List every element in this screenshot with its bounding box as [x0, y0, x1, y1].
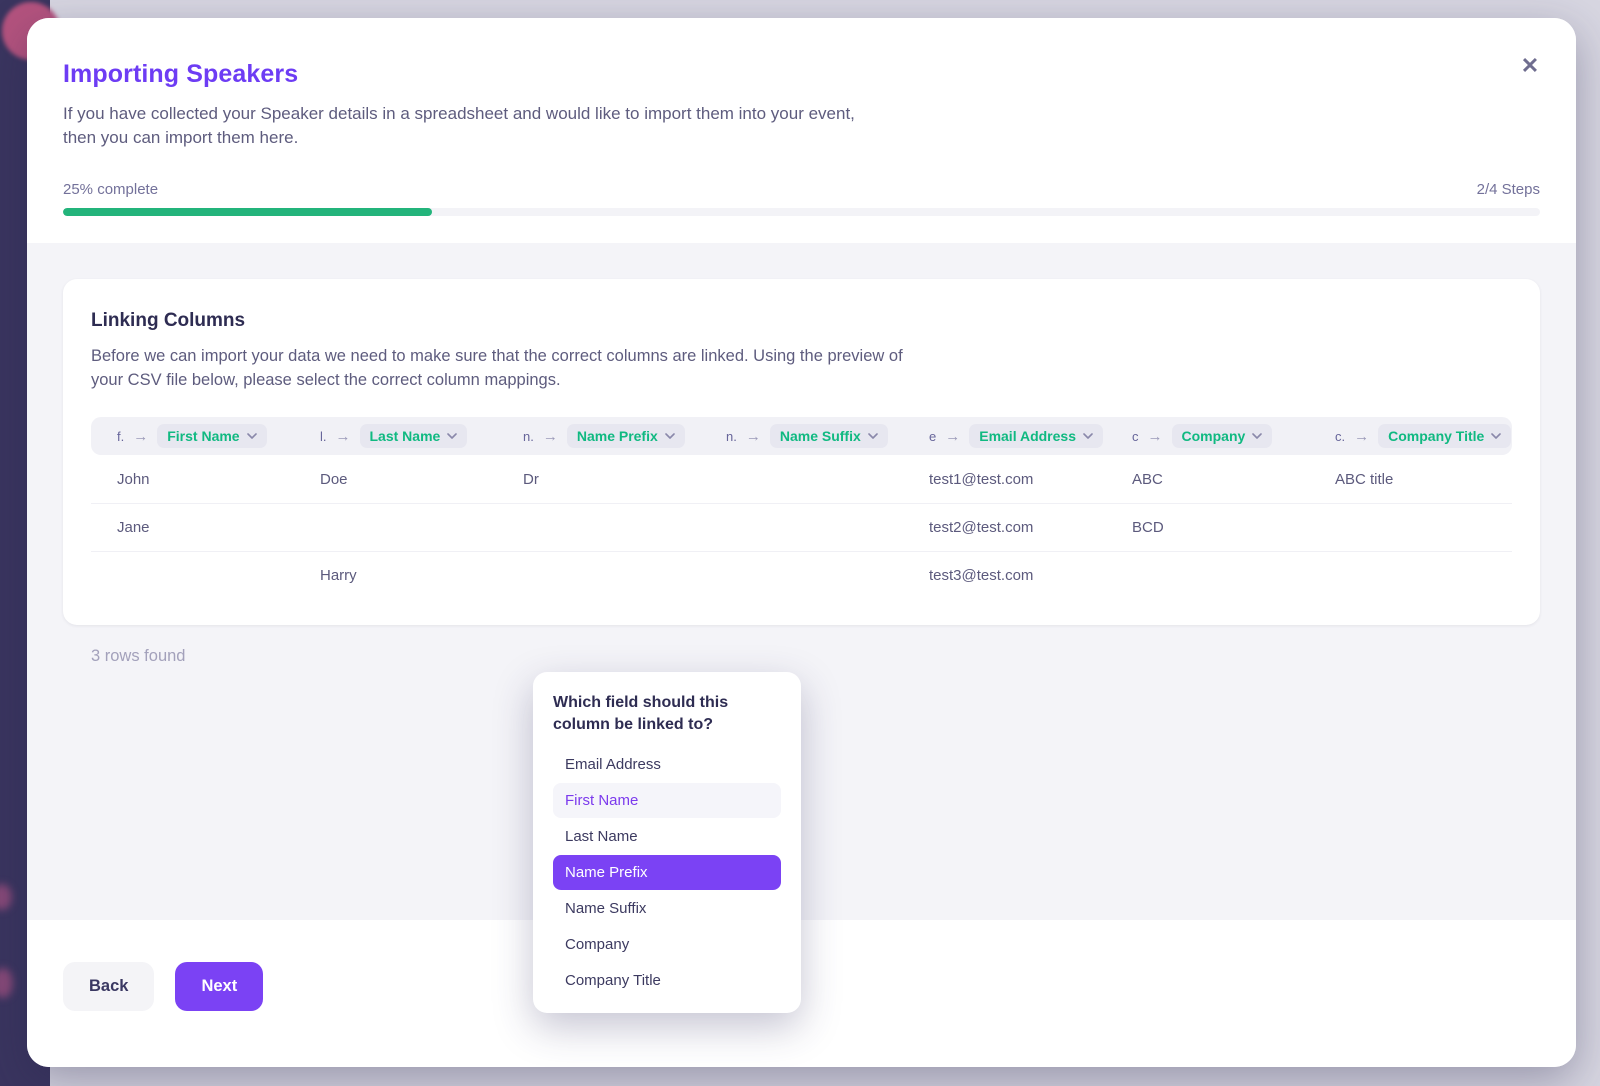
csv-column-label: f.	[117, 428, 125, 444]
progress-section: 25% complete 2/4 Steps	[63, 181, 1540, 217]
mapped-field-label: Last Name	[369, 428, 441, 445]
popup-options-list: Email Address First Name Last Name Name Pre…	[553, 747, 787, 998]
field-mapping-dropdown[interactable]: Name Prefix	[566, 424, 685, 449]
field-mapping-dropdown[interactable]: Company Title	[1378, 424, 1512, 449]
close-icon[interactable]: ✕	[1514, 50, 1546, 82]
table-cell: test2@test.com	[929, 519, 1034, 537]
progress-fill	[63, 208, 433, 217]
field-mapping-dropdown[interactable]: Company	[1171, 424, 1273, 449]
page-description: If you have collected your Speaker detai…	[63, 104, 855, 148]
chevron-down-icon	[447, 432, 458, 439]
field-mapping-dropdown[interactable]: Last Name	[359, 424, 468, 449]
linking-columns-card: Linking Columns Before we can import you…	[63, 279, 1540, 626]
progress-steps-label: 2/4 Steps	[1476, 181, 1540, 199]
table-cell: BCD	[1132, 519, 1164, 537]
table-cell: Jane	[117, 519, 150, 537]
field-option[interactable]: Name Prefix	[553, 855, 781, 891]
table-row: Harry test3@test.com	[91, 551, 1512, 599]
next-button[interactable]: Next	[175, 962, 264, 1011]
table-cell: Harry	[320, 567, 357, 585]
column-mapping-cell: l. → Last Name	[294, 424, 497, 449]
popup-question: Which field should this column be linked…	[553, 694, 729, 733]
csv-preview-table: John Doe Dr test1@test.com ABC ABC title Jane t…	[91, 455, 1512, 599]
progress-track	[63, 208, 1540, 217]
field-option[interactable]: Company	[565, 936, 630, 954]
field-option[interactable]: Company Title	[565, 972, 661, 990]
field-select-popup: Which field should this column be linked…	[533, 672, 801, 1014]
column-mapping-cell: n. → Name Prefix	[497, 424, 700, 449]
arrow-right-icon: →	[133, 427, 149, 445]
table-row: Jane test2@test.com BCD	[91, 503, 1512, 551]
mapped-field-label: Name Prefix	[576, 428, 658, 445]
mapped-field-label: Name Suffix	[779, 428, 861, 445]
chevron-down-icon	[664, 432, 675, 439]
rows-found-label: 3 rows found	[91, 647, 186, 666]
column-mapping-cell: c → Company	[1106, 424, 1309, 449]
progress-percent-label: 25% complete	[63, 181, 159, 199]
arrow-right-icon: →	[745, 427, 761, 445]
field-mapping-dropdown[interactable]: First Name	[157, 424, 267, 449]
chevron-down-icon	[1491, 432, 1502, 439]
field-mapping-dropdown[interactable]: Email Address	[969, 424, 1103, 449]
chevron-down-icon	[1252, 432, 1263, 439]
chevron-down-icon	[1083, 432, 1093, 439]
modal-header: Importing Speakers If you have collected…	[27, 18, 1576, 217]
mapped-field-label: Company	[1181, 428, 1246, 445]
column-mapping-cell: n. → Name Suffix	[700, 424, 903, 449]
import-speakers-modal: ✕ Importing Speakers If you have collect…	[27, 18, 1576, 1067]
csv-column-label: c.	[1335, 428, 1346, 444]
modal-footer: Back Next	[27, 920, 1576, 1067]
column-mapping-cell: c. → Company Title	[1309, 424, 1512, 449]
back-button[interactable]: Back	[63, 962, 155, 1011]
csv-column-label: l.	[320, 428, 327, 444]
table-cell: test1@test.com	[929, 470, 1034, 488]
table-cell: ABC	[1132, 470, 1163, 488]
column-mapping-header: f. → First Name l. → Last Name n. → Name…	[91, 417, 1512, 456]
modal-body: Linking Columns Before we can import you…	[27, 243, 1576, 1014]
mapped-field-label: First Name	[167, 428, 240, 445]
column-mapping-cell: f. → First Name	[91, 424, 294, 449]
arrow-right-icon: →	[1354, 427, 1370, 445]
field-option[interactable]: Email Address	[565, 756, 661, 774]
table-row: John Doe Dr test1@test.com ABC ABC title	[91, 455, 1512, 503]
csv-column-label: n.	[523, 428, 534, 444]
sidebar-decoration	[0, 968, 13, 998]
csv-column-label: e	[929, 428, 937, 444]
arrow-right-icon: →	[335, 427, 351, 445]
sidebar-decoration	[0, 884, 12, 910]
csv-column-label: c	[1132, 428, 1139, 444]
arrow-right-icon: →	[542, 427, 558, 445]
field-option[interactable]: Name Suffix	[565, 900, 647, 918]
page-title: Importing Speakers	[63, 60, 299, 88]
csv-column-label: n.	[726, 428, 737, 444]
table-cell: Doe	[320, 470, 348, 488]
column-mapping-cell: e → Email Address	[903, 424, 1106, 449]
mapped-field-label: Email Address	[979, 428, 1076, 445]
table-cell: test3@test.com	[929, 567, 1034, 585]
table-cell: Dr	[523, 470, 539, 488]
chevron-down-icon	[246, 432, 257, 439]
chevron-down-icon	[867, 432, 878, 439]
field-option[interactable]: Last Name	[565, 828, 638, 846]
arrow-right-icon: →	[945, 427, 961, 445]
mapped-field-label: Company Title	[1388, 428, 1485, 445]
card-title: Linking Columns	[91, 310, 246, 332]
table-cell: John	[117, 470, 150, 488]
arrow-right-icon: →	[1147, 427, 1163, 445]
field-mapping-dropdown[interactable]: Name Suffix	[769, 424, 888, 449]
field-option[interactable]: First Name	[553, 783, 781, 819]
table-cell: ABC title	[1335, 470, 1394, 488]
card-description: Before we can import your data we need t…	[91, 347, 903, 389]
